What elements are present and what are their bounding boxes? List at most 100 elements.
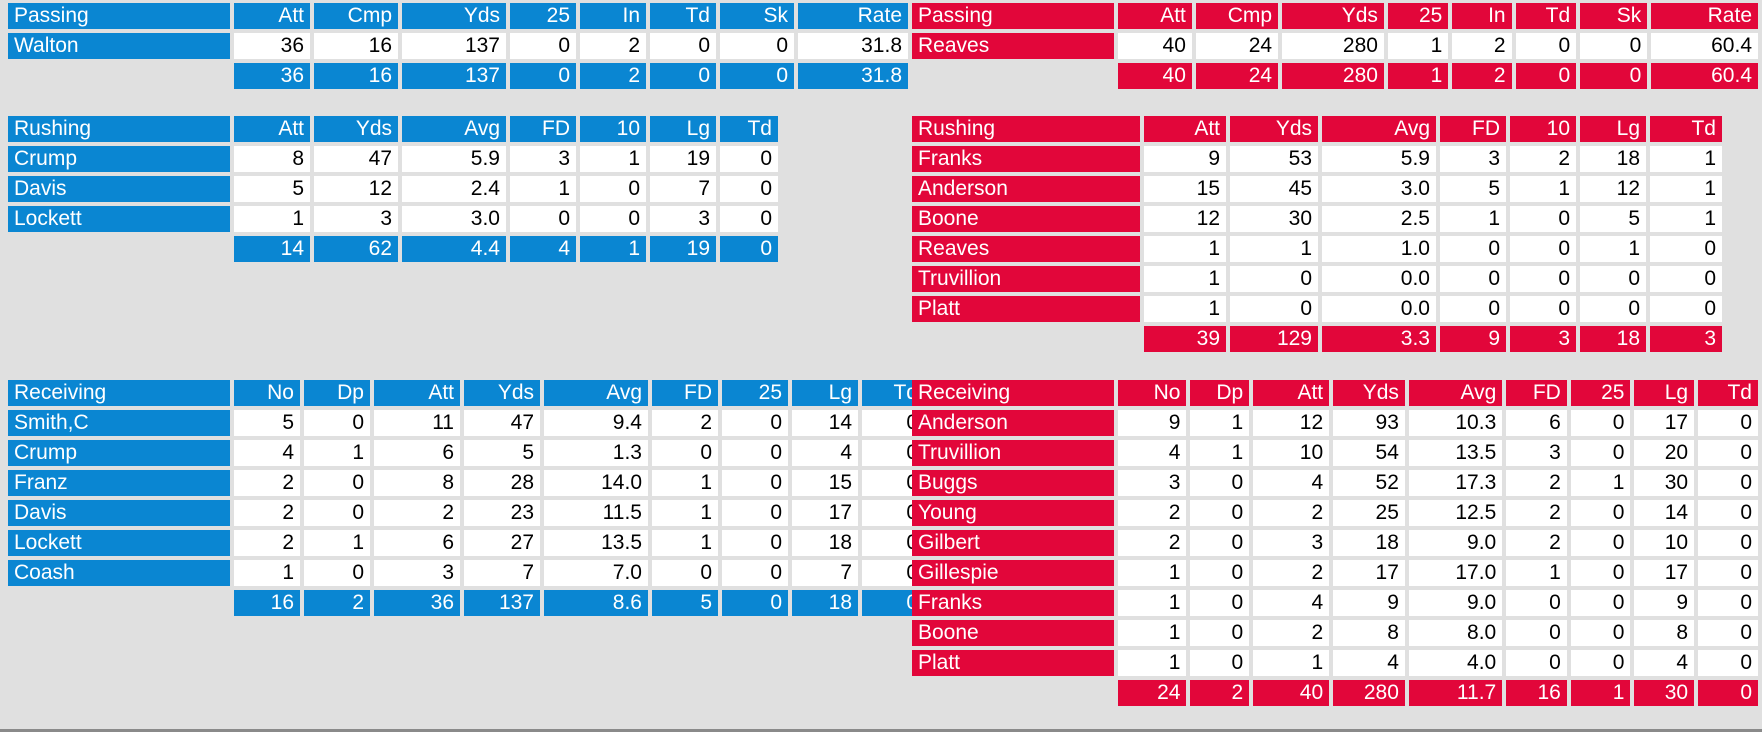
table-row: Gilbert 2 0 3 18 9.0 2 0 10 0	[912, 530, 1758, 556]
table-row: Davis 5 12 2.4 1 0 7 0	[8, 176, 778, 202]
stat-value: 2	[1506, 530, 1567, 556]
table-row: Crump 8 47 5.9 3 1 19 0	[8, 146, 778, 172]
total-value: 3	[1650, 326, 1722, 352]
stat-value: 0	[1190, 650, 1250, 676]
stat-value: 2.5	[1322, 206, 1436, 232]
blue-receiving-table: Receiving No Dp Att Yds Avg FD 25 Lg Td Smith,C 5 0 1…	[4, 376, 928, 620]
stat-value: 47	[464, 410, 540, 436]
column-header: Avg	[1322, 116, 1436, 142]
table-row: Lockett 1 3 3.0 0 0 3 0	[8, 206, 778, 232]
column-header: Yds	[1282, 3, 1384, 29]
stat-value: 15	[1144, 176, 1226, 202]
stat-value: 8	[234, 146, 310, 172]
section-title: Passing	[912, 3, 1115, 29]
stat-value: 0	[1190, 560, 1250, 586]
stat-value: 5	[1440, 176, 1506, 202]
stat-value: 12	[314, 176, 398, 202]
stat-value: 0	[1510, 206, 1576, 232]
table-row: Anderson 9 1 12 93 10.3 6 0 17 0	[912, 410, 1758, 436]
stat-value: 2	[1118, 530, 1187, 556]
total-value: 60.4	[1651, 63, 1758, 89]
stat-value: 93	[1333, 410, 1405, 436]
stat-value: 2	[652, 410, 718, 436]
stat-value: 7	[650, 176, 716, 202]
table-row: Walton 36 16 137 0 2 0 0 31.8	[8, 33, 908, 59]
column-header: Td	[1650, 116, 1722, 142]
column-header: Td	[720, 116, 778, 142]
column-header: Lg	[1634, 380, 1695, 406]
total-value: 24	[1195, 63, 1279, 89]
stat-value: 4	[792, 440, 858, 466]
total-value: 2	[1190, 680, 1250, 706]
stat-value: 9	[1634, 590, 1695, 616]
stat-value: 14.0	[544, 470, 648, 496]
totals-spacer	[8, 590, 230, 616]
player-name: Crump	[8, 146, 230, 172]
stat-value: 4	[234, 440, 300, 466]
stat-value: 9	[1333, 590, 1405, 616]
stat-value: 6	[1506, 410, 1567, 436]
player-name: Anderson	[912, 410, 1115, 436]
header-row: Receiving No Dp Att Yds Avg FD 25 Lg Td	[8, 380, 924, 406]
column-header: Td	[650, 3, 716, 29]
player-name: Davis	[8, 176, 230, 202]
player-name: Platt	[912, 650, 1115, 676]
total-value: 19	[650, 236, 716, 262]
stat-value: 0	[1506, 650, 1567, 676]
stat-value: 0	[1506, 620, 1567, 646]
stat-value: 1	[304, 530, 370, 556]
stat-value: 17	[1333, 560, 1405, 586]
stat-value: 0	[304, 470, 370, 496]
stat-value: 3	[1118, 470, 1187, 496]
stat-value: 0	[652, 560, 718, 586]
stat-value: 12	[1253, 410, 1330, 436]
table-row: Truvillion 4 1 10 54 13.5 3 0 20 0	[912, 440, 1758, 466]
player-name: Gilbert	[912, 530, 1115, 556]
stat-value: 54	[1333, 440, 1405, 466]
total-value: 39	[1144, 326, 1226, 352]
stat-value: 1	[1118, 590, 1187, 616]
stat-value: 2	[234, 470, 300, 496]
stat-value: 3	[650, 206, 716, 232]
column-header: FD	[1506, 380, 1567, 406]
total-value: 18	[792, 590, 858, 616]
stat-value: 60.4	[1651, 33, 1758, 59]
header-row: Passing Att Cmp Yds 25 In Td Sk Rate	[912, 3, 1758, 29]
player-name: Boone	[912, 206, 1140, 232]
red-rushing-table: Rushing Att Yds Avg FD 10 Lg Td Franks 9 53 5.9 3 2 18…	[908, 112, 1726, 356]
column-header: Yds	[1230, 116, 1318, 142]
player-name: Gillespie	[912, 560, 1115, 586]
total-value: 0	[650, 63, 716, 89]
table-row: Buggs 3 0 4 52 17.3 2 1 30 0	[912, 470, 1758, 496]
red-passing-table: Passing Att Cmp Yds 25 In Td Sk Rate Reaves 40 24 28…	[908, 0, 1762, 93]
column-header: Rate	[1651, 3, 1758, 29]
stat-value: 17	[1634, 410, 1695, 436]
stat-value: 4	[1333, 650, 1405, 676]
column-header: Avg	[402, 116, 506, 142]
stat-value: 2	[1118, 500, 1187, 526]
stat-value: 1	[1144, 266, 1226, 292]
stat-value: 2	[1452, 33, 1512, 59]
stat-value: 15	[792, 470, 858, 496]
stat-value: 1	[1387, 33, 1449, 59]
stat-value: 53	[1230, 146, 1318, 172]
total-value: 18	[1580, 326, 1646, 352]
column-header: Att	[1253, 380, 1330, 406]
table-row: Boone 1 0 2 8 8.0 0 0 8 0	[912, 620, 1758, 646]
stat-value: 2	[1253, 620, 1330, 646]
stat-value: 0	[1698, 410, 1758, 436]
stat-value: 6	[374, 530, 460, 556]
column-header: 10	[580, 116, 646, 142]
stat-value: 7	[464, 560, 540, 586]
stat-value: 0	[1650, 236, 1722, 262]
player-name: Davis	[8, 500, 230, 526]
stat-value: 0	[1698, 470, 1758, 496]
stat-value: 0	[1698, 650, 1758, 676]
total-value: 11.7	[1408, 680, 1503, 706]
stat-value: 10.3	[1408, 410, 1503, 436]
stat-value: 2	[374, 500, 460, 526]
table-row: Reaves 40 24 280 1 2 0 0 60.4	[912, 33, 1758, 59]
stat-value: 137	[402, 33, 506, 59]
